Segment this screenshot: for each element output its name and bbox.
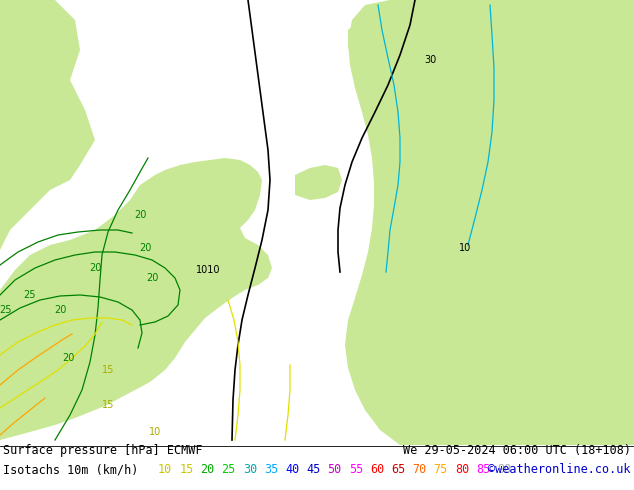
Text: 20: 20 <box>89 263 101 273</box>
Text: 20: 20 <box>134 210 146 220</box>
Text: 30: 30 <box>243 463 257 476</box>
Text: 10: 10 <box>459 243 471 253</box>
Text: 15: 15 <box>102 400 114 410</box>
Text: 15: 15 <box>179 463 193 476</box>
Text: 60: 60 <box>370 463 384 476</box>
Text: Isotachs 10m (km/h): Isotachs 10m (km/h) <box>3 463 138 476</box>
Text: 75: 75 <box>434 463 448 476</box>
Text: 25: 25 <box>0 305 11 315</box>
Text: 80: 80 <box>455 463 469 476</box>
Text: 50: 50 <box>328 463 342 476</box>
Text: 45: 45 <box>306 463 321 476</box>
Text: 85: 85 <box>476 463 490 476</box>
Text: ©weatheronline.co.uk: ©weatheronline.co.uk <box>489 463 631 476</box>
Text: 25: 25 <box>222 463 236 476</box>
Text: 90: 90 <box>497 463 512 476</box>
Text: 1010: 1010 <box>196 265 220 275</box>
Text: 30: 30 <box>424 55 436 65</box>
Text: 15: 15 <box>102 365 114 375</box>
Text: Surface pressure [hPa] ECMWF: Surface pressure [hPa] ECMWF <box>3 444 202 457</box>
Text: 20: 20 <box>200 463 215 476</box>
Text: 70: 70 <box>412 463 427 476</box>
Text: 20: 20 <box>146 273 158 283</box>
Text: 20: 20 <box>61 353 74 363</box>
Text: 10: 10 <box>158 463 172 476</box>
Text: 20: 20 <box>54 305 66 315</box>
Text: 40: 40 <box>285 463 299 476</box>
Text: We 29-05-2024 06:00 UTC (18+108): We 29-05-2024 06:00 UTC (18+108) <box>403 444 631 457</box>
Text: 35: 35 <box>264 463 278 476</box>
Text: 10: 10 <box>149 427 161 437</box>
Text: 65: 65 <box>391 463 406 476</box>
Text: 25: 25 <box>23 290 36 300</box>
Text: 55: 55 <box>349 463 363 476</box>
Text: 20: 20 <box>139 243 151 253</box>
